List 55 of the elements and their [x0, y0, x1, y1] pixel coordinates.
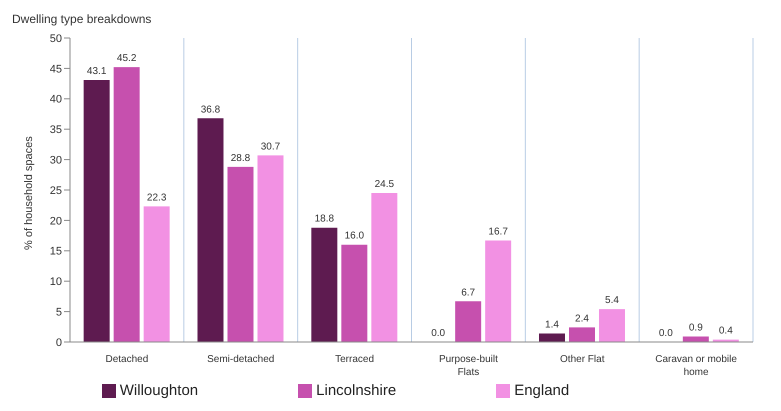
chart-title: Dwelling type breakdowns	[11, 11, 152, 28]
x-tick-label: Other Flat	[560, 354, 605, 365]
legend-label: England	[514, 382, 570, 399]
bar	[114, 67, 140, 342]
data-label: 1.4	[545, 319, 560, 330]
x-tick-label: Caravan or mobile home	[655, 354, 738, 378]
bar	[371, 193, 398, 342]
y-tick-label: 0	[56, 336, 62, 349]
x-tick-label: Terraced	[335, 354, 374, 365]
y-tick-label: 25	[50, 184, 62, 197]
y-tick-label: 20	[50, 215, 62, 228]
bar	[568, 327, 595, 342]
data-label: 22.3	[146, 192, 167, 204]
y-tick-label: 10	[50, 276, 62, 288]
data-label: 45.2	[116, 53, 137, 64]
y-tick-label: 45	[50, 63, 62, 76]
bar	[341, 244, 368, 342]
data-label: 36.8	[200, 104, 221, 116]
data-label: 43.1	[86, 66, 107, 77]
data-label: 24.5	[374, 179, 394, 190]
data-label: 16.0	[344, 230, 364, 242]
bar	[538, 333, 565, 342]
data-label: 0.4	[718, 326, 734, 337]
bar	[257, 155, 284, 342]
x-tick-label: Detached	[106, 354, 148, 365]
bar	[84, 80, 110, 342]
data-label: 0.0	[431, 328, 446, 339]
legend-label: Willoughton	[120, 382, 198, 399]
y-axis-title: % of household spaces	[22, 136, 35, 250]
bar	[598, 309, 625, 342]
bar	[682, 336, 709, 342]
data-label: 0.9	[688, 322, 704, 334]
data-label: 18.8	[314, 214, 334, 225]
bar	[227, 166, 254, 342]
bar	[311, 228, 338, 342]
bar	[197, 118, 224, 342]
y-tick-label: 5	[56, 306, 62, 319]
y-tick-label: 50	[50, 32, 62, 45]
x-tick-label: Purpose-built Flats	[438, 354, 498, 378]
data-label: 5.4	[605, 295, 620, 306]
data-label: 6.7	[461, 287, 476, 298]
data-label: 28.8	[230, 152, 251, 164]
data-label: 0.0	[658, 328, 674, 339]
bar	[144, 206, 170, 342]
y-tick-label: 40	[50, 94, 62, 106]
legend-label: Lincolnshire	[316, 382, 396, 399]
bar	[485, 240, 512, 342]
y-tick-label: 15	[50, 246, 62, 258]
bar	[455, 301, 482, 342]
y-tick-label: 35	[50, 124, 62, 136]
data-label: 16.7	[488, 226, 508, 238]
data-label: 30.7	[260, 141, 281, 152]
data-label: 2.4	[575, 313, 590, 324]
y-tick-label: 30	[50, 154, 62, 167]
x-tick-label: Semi-detached	[207, 354, 274, 365]
